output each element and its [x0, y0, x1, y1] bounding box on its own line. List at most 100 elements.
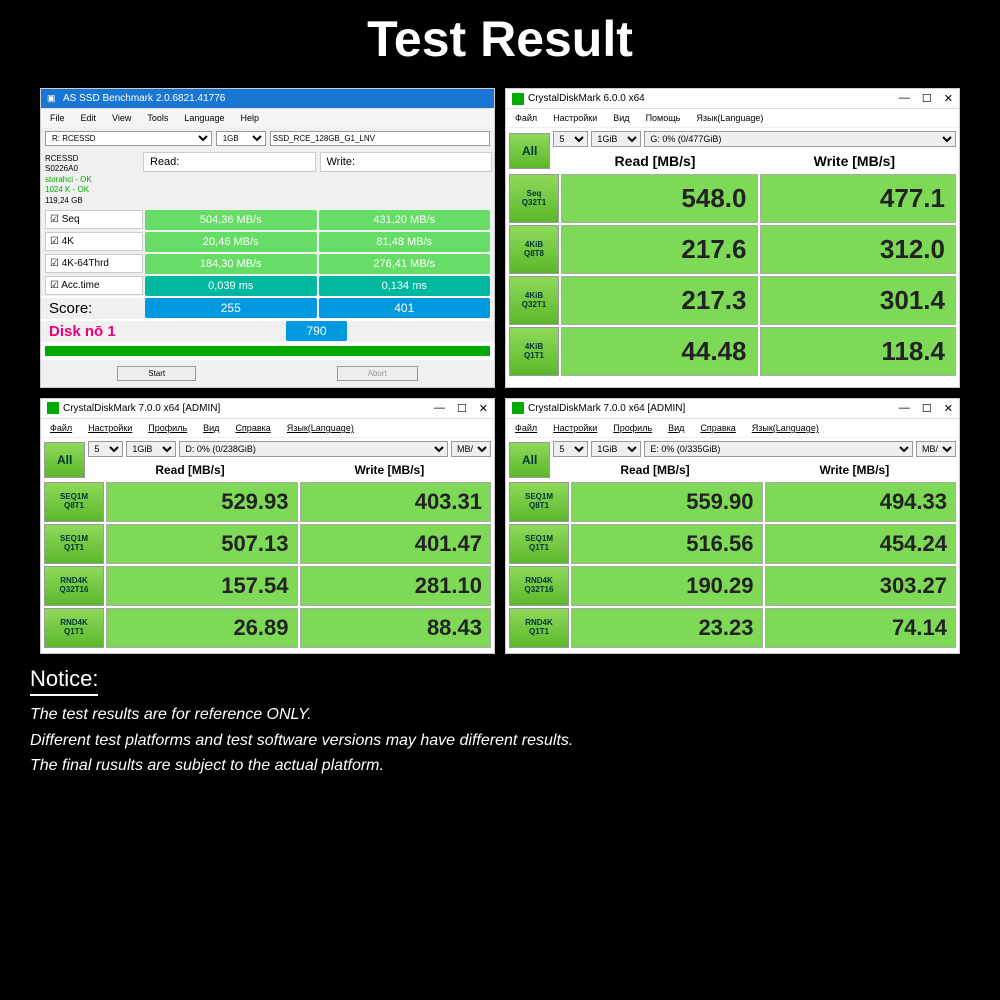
- test-button[interactable]: 4KiBQ32T1: [509, 276, 559, 325]
- menu-item[interactable]: View: [109, 111, 134, 125]
- menu-item[interactable]: Настройки: [85, 421, 135, 435]
- size-select[interactable]: 1GiB: [591, 131, 641, 147]
- test-button[interactable]: RND4KQ1T1: [509, 608, 569, 648]
- read-value: 217.3: [561, 276, 758, 325]
- drive-info: RCESSD S0226A0 storahci - OK 1024 K - OK…: [45, 154, 141, 206]
- size-select[interactable]: 1GiB: [591, 441, 641, 457]
- test-button[interactable]: 4KiBQ1T1: [509, 327, 559, 376]
- read-value: 516.56: [571, 524, 763, 564]
- notice-line: The test results are for reference ONLY.: [30, 702, 970, 728]
- write-value: 81,48 MB/s: [319, 232, 491, 252]
- menu-item[interactable]: Edit: [78, 111, 100, 125]
- menu-item[interactable]: Настройки: [550, 421, 600, 435]
- test-button[interactable]: SeqQ32T1: [509, 174, 559, 223]
- drive-select[interactable]: E: 0% (0/335GiB): [644, 441, 913, 457]
- read-value: 184,30 MB/s: [145, 254, 317, 274]
- close-icon[interactable]: ✕: [944, 402, 953, 415]
- menu-item[interactable]: Вид: [665, 421, 687, 435]
- write-value: 281.10: [300, 566, 492, 606]
- test-button[interactable]: RND4KQ1T1: [44, 608, 104, 648]
- abort-button[interactable]: Abort: [337, 366, 418, 381]
- minimize-icon[interactable]: —: [899, 402, 910, 415]
- menu-item[interactable]: Язык(Language): [693, 111, 766, 125]
- read-value: 507.13: [106, 524, 298, 564]
- close-icon[interactable]: ✕: [479, 402, 488, 415]
- all-button[interactable]: All: [509, 442, 550, 478]
- write-value: 401.47: [300, 524, 492, 564]
- menu-item[interactable]: File: [47, 111, 68, 125]
- menu-item[interactable]: Профиль: [610, 421, 655, 435]
- menubar: Файл Настройки Профиль Вид Справка Язык(Langu…: [506, 419, 959, 438]
- test-button[interactable]: RND4KQ32T16: [44, 566, 104, 606]
- menu-item[interactable]: Language: [181, 111, 227, 125]
- minimize-icon[interactable]: —: [434, 402, 445, 415]
- test-button[interactable]: RND4KQ32T16: [509, 566, 569, 606]
- unit-select[interactable]: MB/s: [451, 441, 491, 457]
- menu-item[interactable]: Файл: [512, 421, 540, 435]
- window-title: AS SSD Benchmark 2.0.6821.41776: [63, 93, 488, 104]
- count-select[interactable]: 5: [553, 441, 588, 457]
- menu-item[interactable]: Вид: [610, 111, 632, 125]
- start-button[interactable]: Start: [117, 366, 196, 381]
- drive-select[interactable]: R: RCESSD: [45, 131, 212, 146]
- test-label: ☑ 4K-64Thrd: [45, 254, 143, 273]
- read-value: 26.89: [106, 608, 298, 648]
- asssd-menubar: File Edit View Tools Language Help: [41, 109, 494, 127]
- menu-item[interactable]: Файл: [512, 111, 540, 125]
- test-button[interactable]: SEQ1MQ1T1: [509, 524, 569, 564]
- menu-item[interactable]: Tools: [144, 111, 171, 125]
- drive-select[interactable]: G: 0% (0/477GiB): [644, 131, 956, 147]
- app-icon: ▣: [47, 93, 59, 105]
- read-header: Read [MB/s]: [556, 151, 753, 171]
- menu-item[interactable]: Помощь: [643, 111, 684, 125]
- count-select[interactable]: 5: [88, 441, 123, 457]
- score-label: Score:: [45, 298, 143, 319]
- size-select[interactable]: 1GiB: [126, 441, 176, 457]
- all-button[interactable]: All: [44, 442, 85, 478]
- maximize-icon[interactable]: ☐: [922, 402, 932, 415]
- notice-line: The final rusults are subject to the act…: [30, 753, 970, 779]
- maximize-icon[interactable]: ☐: [457, 402, 467, 415]
- all-button[interactable]: All: [509, 133, 550, 169]
- menu-item[interactable]: Справка: [232, 421, 273, 435]
- cdm6-window: CrystalDiskMark 6.0.0 x64 —☐✕ ФайлНастро…: [505, 88, 960, 388]
- size-select[interactable]: 1GB: [216, 131, 266, 146]
- unit-select[interactable]: MB/s: [916, 441, 956, 457]
- menu-item[interactable]: Профиль: [145, 421, 190, 435]
- notice-line: Different test platforms and test softwa…: [30, 728, 970, 754]
- menu-item[interactable]: Help: [237, 111, 262, 125]
- write-value: 0,134 ms: [319, 276, 491, 296]
- app-icon: [47, 402, 59, 414]
- maximize-icon[interactable]: ☐: [922, 92, 932, 105]
- write-header: Write [MB/s]: [291, 461, 488, 479]
- read-value: 44.48: [561, 327, 758, 376]
- menu-item[interactable]: Файл: [47, 421, 75, 435]
- read-value: 529.93: [106, 482, 298, 522]
- window-title: CrystalDiskMark 7.0.0 x64 [ADMIN]: [63, 403, 434, 414]
- test-button[interactable]: SEQ1MQ8T1: [44, 482, 104, 522]
- total-score: 790: [286, 321, 346, 341]
- menu-item[interactable]: Настройки: [550, 111, 600, 125]
- ssd-name-field[interactable]: [270, 131, 490, 146]
- benchmarks-grid: ▣ AS SSD Benchmark 2.0.6821.41776 File Ed…: [0, 88, 1000, 654]
- minimize-icon[interactable]: —: [899, 92, 910, 105]
- menu-item[interactable]: Вид: [200, 421, 222, 435]
- score-read: 255: [145, 298, 317, 318]
- read-value: 559.90: [571, 482, 763, 522]
- close-icon[interactable]: ✕: [944, 92, 953, 105]
- menu-item[interactable]: Справка: [697, 421, 738, 435]
- write-value: 276,41 MB/s: [319, 254, 491, 274]
- menubar: Файл Настройки Профиль Вид Справка Язык(Langu…: [41, 419, 494, 438]
- test-button[interactable]: SEQ1MQ1T1: [44, 524, 104, 564]
- count-select[interactable]: 5: [553, 131, 588, 147]
- menu-item[interactable]: Язык(Language): [749, 421, 822, 435]
- write-header: Write:: [320, 152, 493, 172]
- test-label: ☑ Acc.time: [45, 276, 143, 295]
- menu-item[interactable]: Язык(Language): [284, 421, 357, 435]
- test-button[interactable]: 4KiBQ8T8: [509, 225, 559, 274]
- test-button[interactable]: SEQ1MQ8T1: [509, 482, 569, 522]
- score-write: 401: [319, 298, 491, 318]
- read-value: 157.54: [106, 566, 298, 606]
- read-header: Read:: [143, 152, 316, 172]
- drive-select[interactable]: D: 0% (0/238GiB): [179, 441, 448, 457]
